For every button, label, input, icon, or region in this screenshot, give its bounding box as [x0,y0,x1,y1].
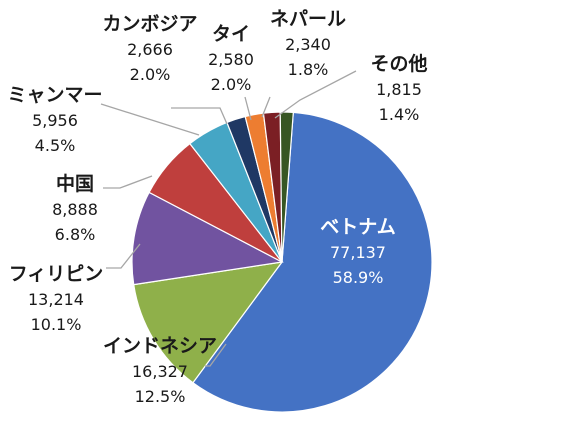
slice-label-vietnam: ベトナム [320,216,395,238]
slice-value-indonesia: 16,327 [132,362,188,381]
slice-value-other: 1,815 [376,80,422,99]
leader-line-cambodia [171,107,228,125]
slice-percent-nepal: 1.8% [288,60,329,79]
pie-slice-philippines [131,191,284,286]
leader-line-philippines [106,243,141,269]
slice-value-myanmar: 5,956 [32,111,78,130]
slice-value-thailand: 2,580 [208,50,254,69]
slice-percent-vietnam: 58.9% [333,268,384,287]
slice-value-vietnam: 77,137 [330,243,386,262]
slice-label-other: その他 [370,52,427,75]
pie-slice-other [279,111,294,263]
slice-label-thailand: タイ [212,23,250,45]
slice-value-china: 8,888 [52,200,98,219]
slice-label-philippines: フィリピン [9,263,104,285]
leader-lines [100,70,357,367]
slice-percent-myanmar: 4.5% [35,136,76,155]
slice-label-cambodia: カンボジア [102,13,197,35]
pie-slices [131,111,433,413]
pie-slice-vietnam [192,111,433,413]
pie-slice-indonesia [133,261,284,384]
slice-value-cambodia: 2,666 [127,40,173,59]
slice-label-china: 中国 [56,172,94,195]
slice-percent-cambodia: 2.0% [130,65,171,84]
slice-labels: ベトナム 77,137 58.9% インドネシア 16,327 12.5% フィリピン 13,… [7,8,427,406]
slice-percent-thailand: 2.0% [211,75,252,94]
leader-line-indonesia [205,343,227,367]
leader-line-nepal [261,96,271,118]
leader-line-thailand [244,96,252,121]
slice-percent-philippines: 10.1% [31,315,82,334]
slice-value-philippines: 13,214 [28,290,84,309]
leader-line-other [274,70,357,119]
slice-label-nepal: ネパール [270,8,346,30]
slice-label-indonesia: インドネシア [103,335,217,357]
slice-percent-china: 6.8% [55,225,96,244]
slice-value-nepal: 2,340 [285,35,331,54]
leader-line-china [103,175,153,189]
slice-percent-indonesia: 12.5% [135,387,186,406]
slice-percent-other: 1.4% [379,105,420,124]
slice-label-myanmar: ミャンマー [7,84,102,106]
leader-line-myanmar [100,103,200,136]
